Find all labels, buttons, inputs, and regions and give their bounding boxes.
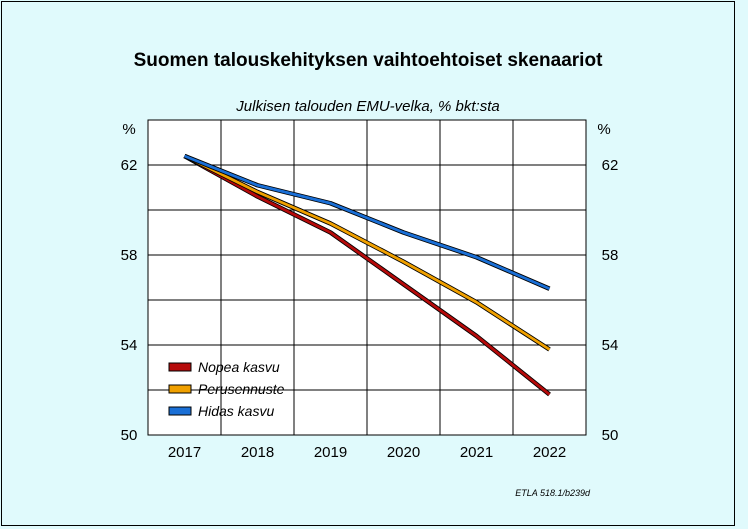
series-lines <box>183 153 551 397</box>
y-tick-label-left: 58 <box>121 247 138 264</box>
chart-subtitle: Julkisen talouden EMU-velka, % bkt:sta <box>235 98 499 115</box>
y-tick-label-right: 54 <box>602 337 619 354</box>
series-line <box>183 154 551 396</box>
x-tick-label: 2019 <box>314 444 347 461</box>
x-tick-label: 2017 <box>168 444 201 461</box>
chart-frame <box>1 1 735 526</box>
y-tick-label-left: 62 <box>121 157 138 174</box>
y-tick-label-left: 54 <box>121 337 138 354</box>
legend-label: Hidas kasvu <box>198 403 274 419</box>
y-tick-label-left: 50 <box>121 427 138 444</box>
legend-label: Perusennuste <box>198 381 285 397</box>
legend: Nopea kasvu Perusennuste Hidas kasvu <box>168 359 285 419</box>
y-tick-label-right: 50 <box>602 427 619 444</box>
x-tick-label: 2018 <box>241 444 274 461</box>
series-line <box>183 154 551 351</box>
x-tick-label: 2021 <box>460 444 493 461</box>
source-note: ETLA 518.1/b239d <box>515 488 591 498</box>
legend-swatch <box>168 362 192 372</box>
y-unit-left: % <box>122 121 135 138</box>
chart-title: Suomen talouskehityksen vaihtoehtoiset s… <box>134 50 603 71</box>
legend-swatch <box>168 406 192 416</box>
series-line <box>183 154 551 291</box>
y-unit-right: % <box>597 121 610 138</box>
x-tick-label: 2020 <box>387 444 420 461</box>
tick-labels: 62 62 58 58 54 54 50 50 2017 2018 2019 2020 2021 2022 <box>121 157 619 461</box>
gridlines <box>148 120 586 435</box>
legend-swatch <box>168 384 192 394</box>
x-tick-label: 2022 <box>533 444 566 461</box>
legend-label: Nopea kasvu <box>198 359 280 375</box>
y-tick-label-right: 62 <box>602 157 619 174</box>
y-tick-label-right: 58 <box>602 247 619 264</box>
